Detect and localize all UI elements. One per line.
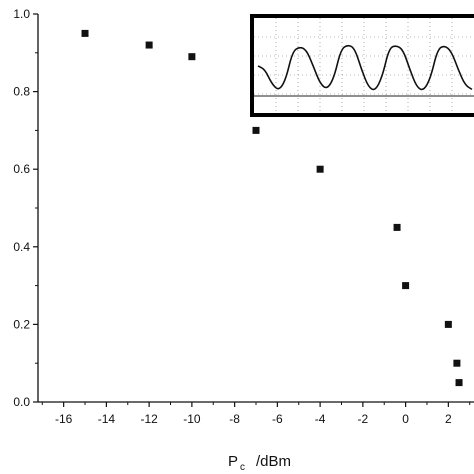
x-tick-label: -6	[272, 412, 283, 426]
x-tick-label: -4	[315, 412, 326, 426]
x-tick-label: -2	[358, 412, 369, 426]
data-point	[81, 29, 89, 37]
y-ticks: 0.0 0.2 0.4 0.6 0.8 1.0	[13, 7, 38, 409]
data-point	[455, 379, 463, 387]
x-tick-label: -16	[55, 412, 73, 426]
y-tick-label: 1.0	[13, 7, 30, 21]
y-tick-label: 0.0	[13, 395, 30, 409]
x-axis-title: P c /dBm	[228, 453, 291, 473]
x-ticks: -16 -14 -12 -10 -8 -6 -4 -2 0 2	[41, 402, 471, 426]
x-tick-label: 2	[445, 412, 452, 426]
x-axis-title-unit: /dBm	[256, 453, 291, 470]
x-tick-label: 0	[402, 412, 409, 426]
data-points	[81, 29, 463, 387]
data-point	[453, 359, 461, 367]
inset-waveform	[257, 44, 473, 91]
y-tick-label: 0.4	[13, 240, 30, 254]
data-point	[145, 41, 153, 49]
inset	[250, 14, 474, 117]
inset-grid	[254, 18, 474, 113]
x-tick-label: -10	[183, 412, 201, 426]
data-point	[316, 165, 324, 173]
y-tick-label: 0.6	[13, 162, 30, 176]
data-point	[252, 126, 260, 134]
data-point	[444, 320, 452, 328]
x-axis-title-subscript: c	[240, 462, 245, 473]
x-axis-title-main: P	[228, 453, 238, 470]
x-tick-label: -8	[229, 412, 240, 426]
x-tick-label: -14	[98, 412, 116, 426]
data-point	[402, 282, 410, 290]
inset-frame	[250, 14, 474, 117]
y-tick-label: 0.2	[13, 317, 30, 331]
x-tick-label: -12	[140, 412, 158, 426]
y-tick-label: 0.8	[13, 85, 30, 99]
data-point	[393, 223, 401, 231]
data-point	[188, 53, 196, 61]
